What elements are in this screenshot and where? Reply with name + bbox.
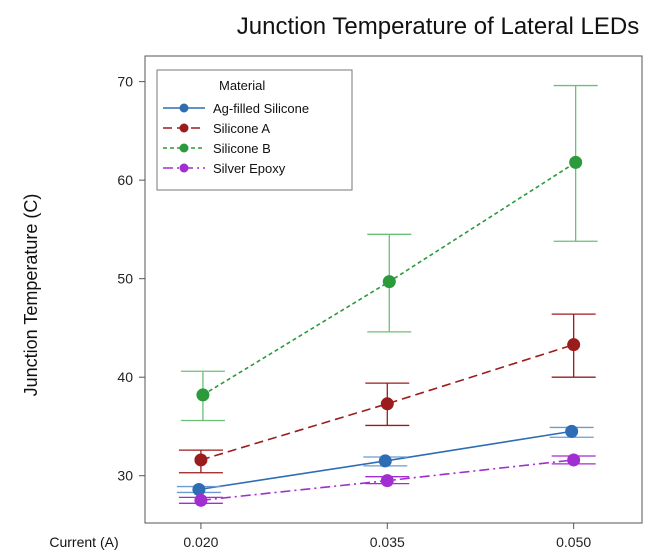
data-point: [567, 453, 581, 467]
data-point: [196, 388, 210, 402]
legend-label: Silicone B: [213, 141, 271, 156]
data-point: [380, 397, 394, 411]
axes-layer: 30 40 50 60 70 0.020 0.035 0.050: [117, 74, 591, 550]
legend-item-silicone-a: Silicone A: [163, 121, 270, 136]
y-tick-label: 30: [117, 468, 133, 484]
legend-label: Silicone A: [213, 121, 270, 136]
legend-label: Ag-filled Silicone: [213, 101, 309, 116]
legend-item-silver-epoxy: Silver Epoxy: [163, 161, 286, 176]
y-axis-label: Junction Temperature (C): [21, 194, 41, 397]
data-point: [380, 474, 394, 488]
data-point: [569, 155, 583, 169]
series-silicone-b: [180, 84, 598, 422]
data-point: [192, 483, 206, 497]
series-silicone-a: [178, 313, 596, 474]
data-point: [565, 424, 579, 438]
legend-box: [156, 69, 353, 191]
series-silver-epoxy: [178, 453, 596, 507]
legend-marker: [179, 163, 189, 173]
legend-marker: [179, 143, 189, 153]
y-tick-label: 50: [117, 271, 133, 287]
legend-item-ag-filled-silicone: Ag-filled Silicone: [163, 101, 309, 116]
x-tick-label: 0.050: [556, 534, 591, 550]
legend-item-silicone-b: Silicone B: [163, 141, 271, 156]
legend-marker: [179, 123, 189, 133]
legend-title: Material: [219, 78, 265, 93]
plot-area-frame: [144, 55, 643, 524]
data-point: [567, 338, 581, 352]
y-tick-label: 40: [117, 369, 133, 385]
data-point: [382, 275, 396, 289]
data-point: [378, 454, 392, 468]
legend-label: Silver Epoxy: [213, 161, 286, 176]
legend-marker: [179, 103, 189, 113]
x-tick-label: 0.020: [183, 534, 218, 550]
series-line: [200, 343, 574, 461]
series-layer: [176, 84, 598, 507]
x-axis-label: Current (A): [49, 534, 118, 550]
legend-items: Ag-filled Silicone Silicone A Silicone B Si…: [163, 101, 309, 176]
data-point: [194, 493, 208, 507]
y-tick-label: 60: [117, 172, 133, 188]
legend: Material Ag-filled Silicone Silicone A Sil…: [156, 69, 353, 191]
data-point: [194, 453, 208, 467]
y-tick-label: 70: [117, 74, 133, 90]
x-tick-label: 0.035: [370, 534, 405, 550]
series-ag-filled-silicone: [176, 424, 594, 497]
chart-title: Junction Temperature of Lateral LEDs: [237, 13, 639, 40]
